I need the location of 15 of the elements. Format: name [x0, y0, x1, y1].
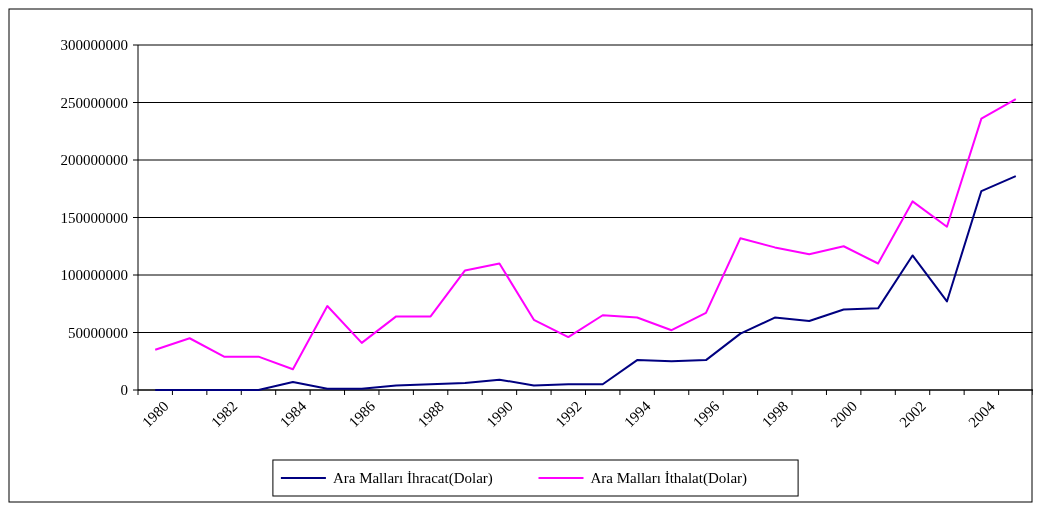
- x-tick-label: 1982: [207, 397, 241, 431]
- x-tick-label: 1990: [483, 397, 516, 431]
- x-tick-label: 1980: [139, 397, 172, 431]
- line-series: [154, 98, 1017, 371]
- y-tick-label: 0: [120, 382, 128, 399]
- x-tick-label: 1992: [552, 397, 585, 431]
- y-tick-label: 300000000: [60, 37, 128, 54]
- y-tick-label: 250000000: [60, 94, 128, 111]
- y-tick-label: 100000000: [60, 267, 128, 284]
- line-series: [154, 175, 1017, 391]
- y-tick-label: 150000000: [60, 209, 128, 226]
- legend-label: Ara Malları İhracat(Dolar): [332, 470, 493, 488]
- y-tick-label: 200000000: [60, 152, 128, 169]
- legend-label: Ara Malları İthalat(Dolar): [590, 470, 748, 488]
- y-tick-label: 50000000: [68, 324, 128, 341]
